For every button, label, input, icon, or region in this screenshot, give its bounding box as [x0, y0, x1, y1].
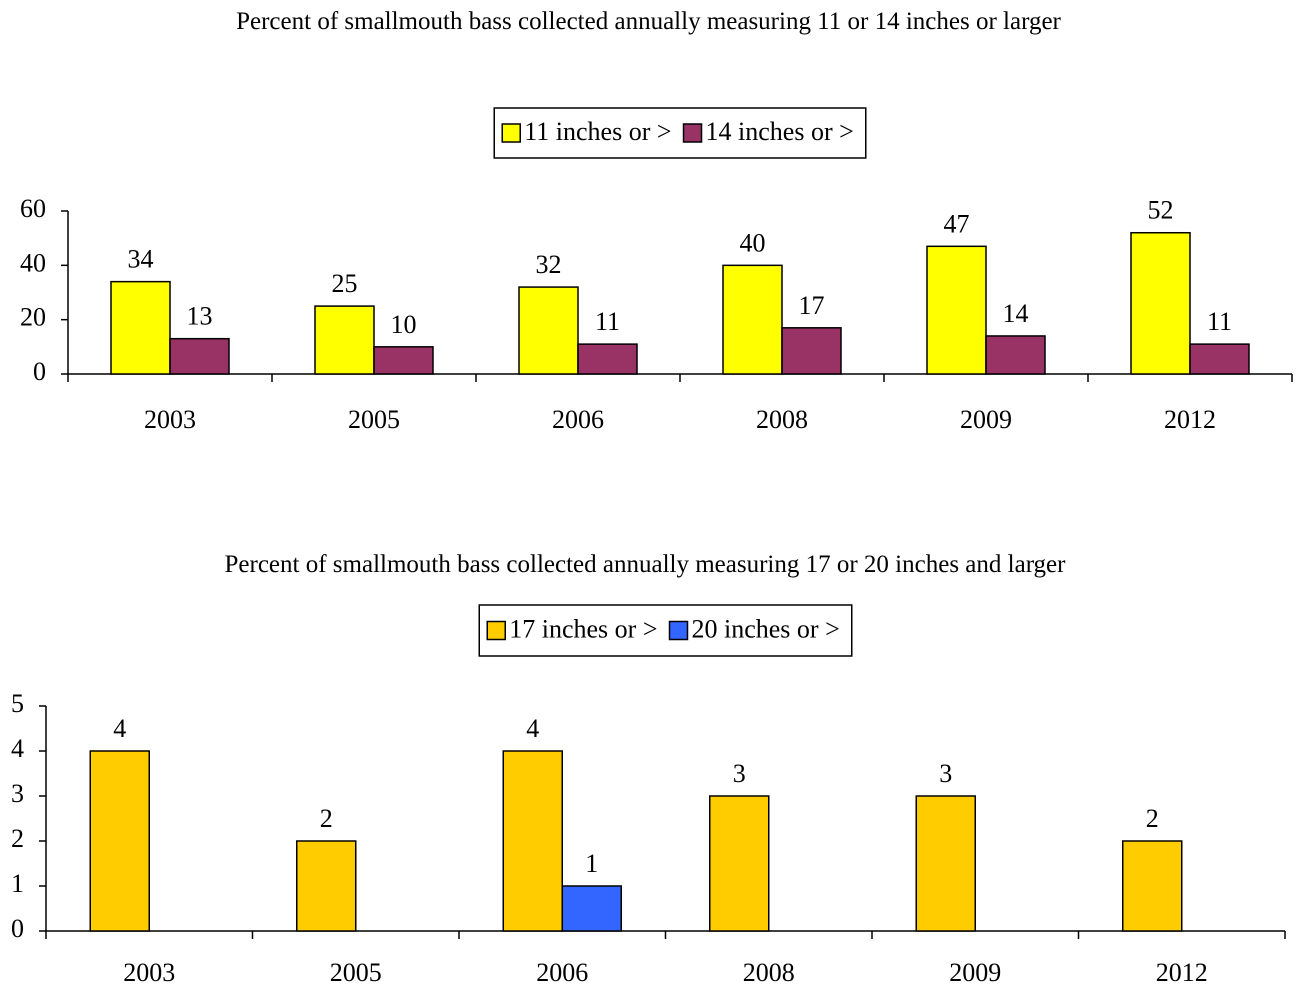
bar [518, 286, 579, 375]
data-label: 34 [128, 245, 154, 274]
bar [722, 264, 783, 375]
data-label: 3 [733, 759, 746, 788]
legend-box [493, 107, 867, 159]
bar [89, 750, 150, 932]
bar [169, 337, 230, 375]
x-tick-label: 2008 [756, 405, 808, 434]
y-tick-label: 4 [11, 734, 24, 763]
data-label: 11 [595, 307, 620, 336]
bar [502, 750, 563, 932]
y-tick-label: 60 [20, 194, 46, 223]
bar [577, 343, 638, 375]
data-label: 32 [536, 250, 562, 279]
legend-label: 11 inches or > [524, 117, 671, 146]
y-tick-label: 1 [11, 869, 24, 898]
data-label: 52 [1148, 196, 1174, 225]
bar [1189, 343, 1250, 375]
chart-title: Percent of smallmouth bass collected ann… [236, 8, 1061, 35]
x-tick-label: 2009 [960, 405, 1012, 434]
data-label: 13 [187, 302, 213, 331]
legend-swatch [682, 123, 703, 143]
bar [926, 245, 987, 375]
bar [915, 795, 976, 932]
data-label: 2 [320, 804, 333, 833]
y-tick-label: 3 [11, 779, 24, 808]
bar [781, 327, 842, 375]
data-label: 4 [113, 714, 126, 743]
y-tick-label: 40 [20, 248, 46, 277]
x-tick-label: 2003 [144, 405, 196, 434]
data-label: 2 [1146, 804, 1159, 833]
y-tick-label: 0 [33, 357, 46, 386]
bar [985, 335, 1046, 375]
x-tick-label: 2009 [949, 958, 1001, 987]
legend-label: 17 inches or > [509, 614, 657, 643]
legend-label: 20 inches or > [692, 614, 840, 643]
bar [709, 795, 770, 932]
x-tick-label: 2005 [330, 958, 382, 987]
y-tick-label: 2 [11, 824, 24, 853]
legend-swatch [486, 620, 506, 641]
legend-swatch [668, 620, 689, 641]
x-tick-label: 2005 [348, 405, 400, 434]
y-tick-label: 20 [20, 303, 46, 332]
y-tick-label: 5 [11, 689, 24, 718]
data-label: 4 [526, 714, 539, 743]
data-label: 3 [939, 759, 952, 788]
x-tick-label: 2012 [1164, 405, 1216, 434]
x-tick-label: 2006 [536, 958, 588, 987]
x-tick-label: 2012 [1156, 958, 1208, 987]
bar [561, 885, 622, 932]
data-label: 11 [1207, 307, 1232, 336]
y-tick-label: 0 [11, 914, 24, 943]
data-label: 17 [799, 291, 825, 320]
bar [1130, 231, 1191, 375]
data-label: 1 [585, 849, 598, 878]
legend-box [478, 604, 853, 657]
data-label: 25 [332, 269, 358, 298]
legend-swatch [501, 123, 521, 143]
data-label: 14 [1003, 299, 1029, 328]
data-label: 40 [740, 228, 766, 257]
x-tick-label: 2003 [123, 958, 175, 987]
bar [373, 346, 434, 375]
data-label: 47 [944, 209, 970, 238]
bar [296, 840, 357, 932]
bar [110, 280, 171, 375]
bar [314, 305, 375, 375]
bar [1122, 840, 1183, 932]
x-tick-label: 2006 [552, 405, 604, 434]
legend-label: 14 inches or > [706, 117, 854, 146]
data-label: 10 [391, 310, 417, 339]
x-tick-label: 2008 [743, 958, 795, 987]
chart-title: Percent of smallmouth bass collected ann… [224, 551, 1066, 578]
